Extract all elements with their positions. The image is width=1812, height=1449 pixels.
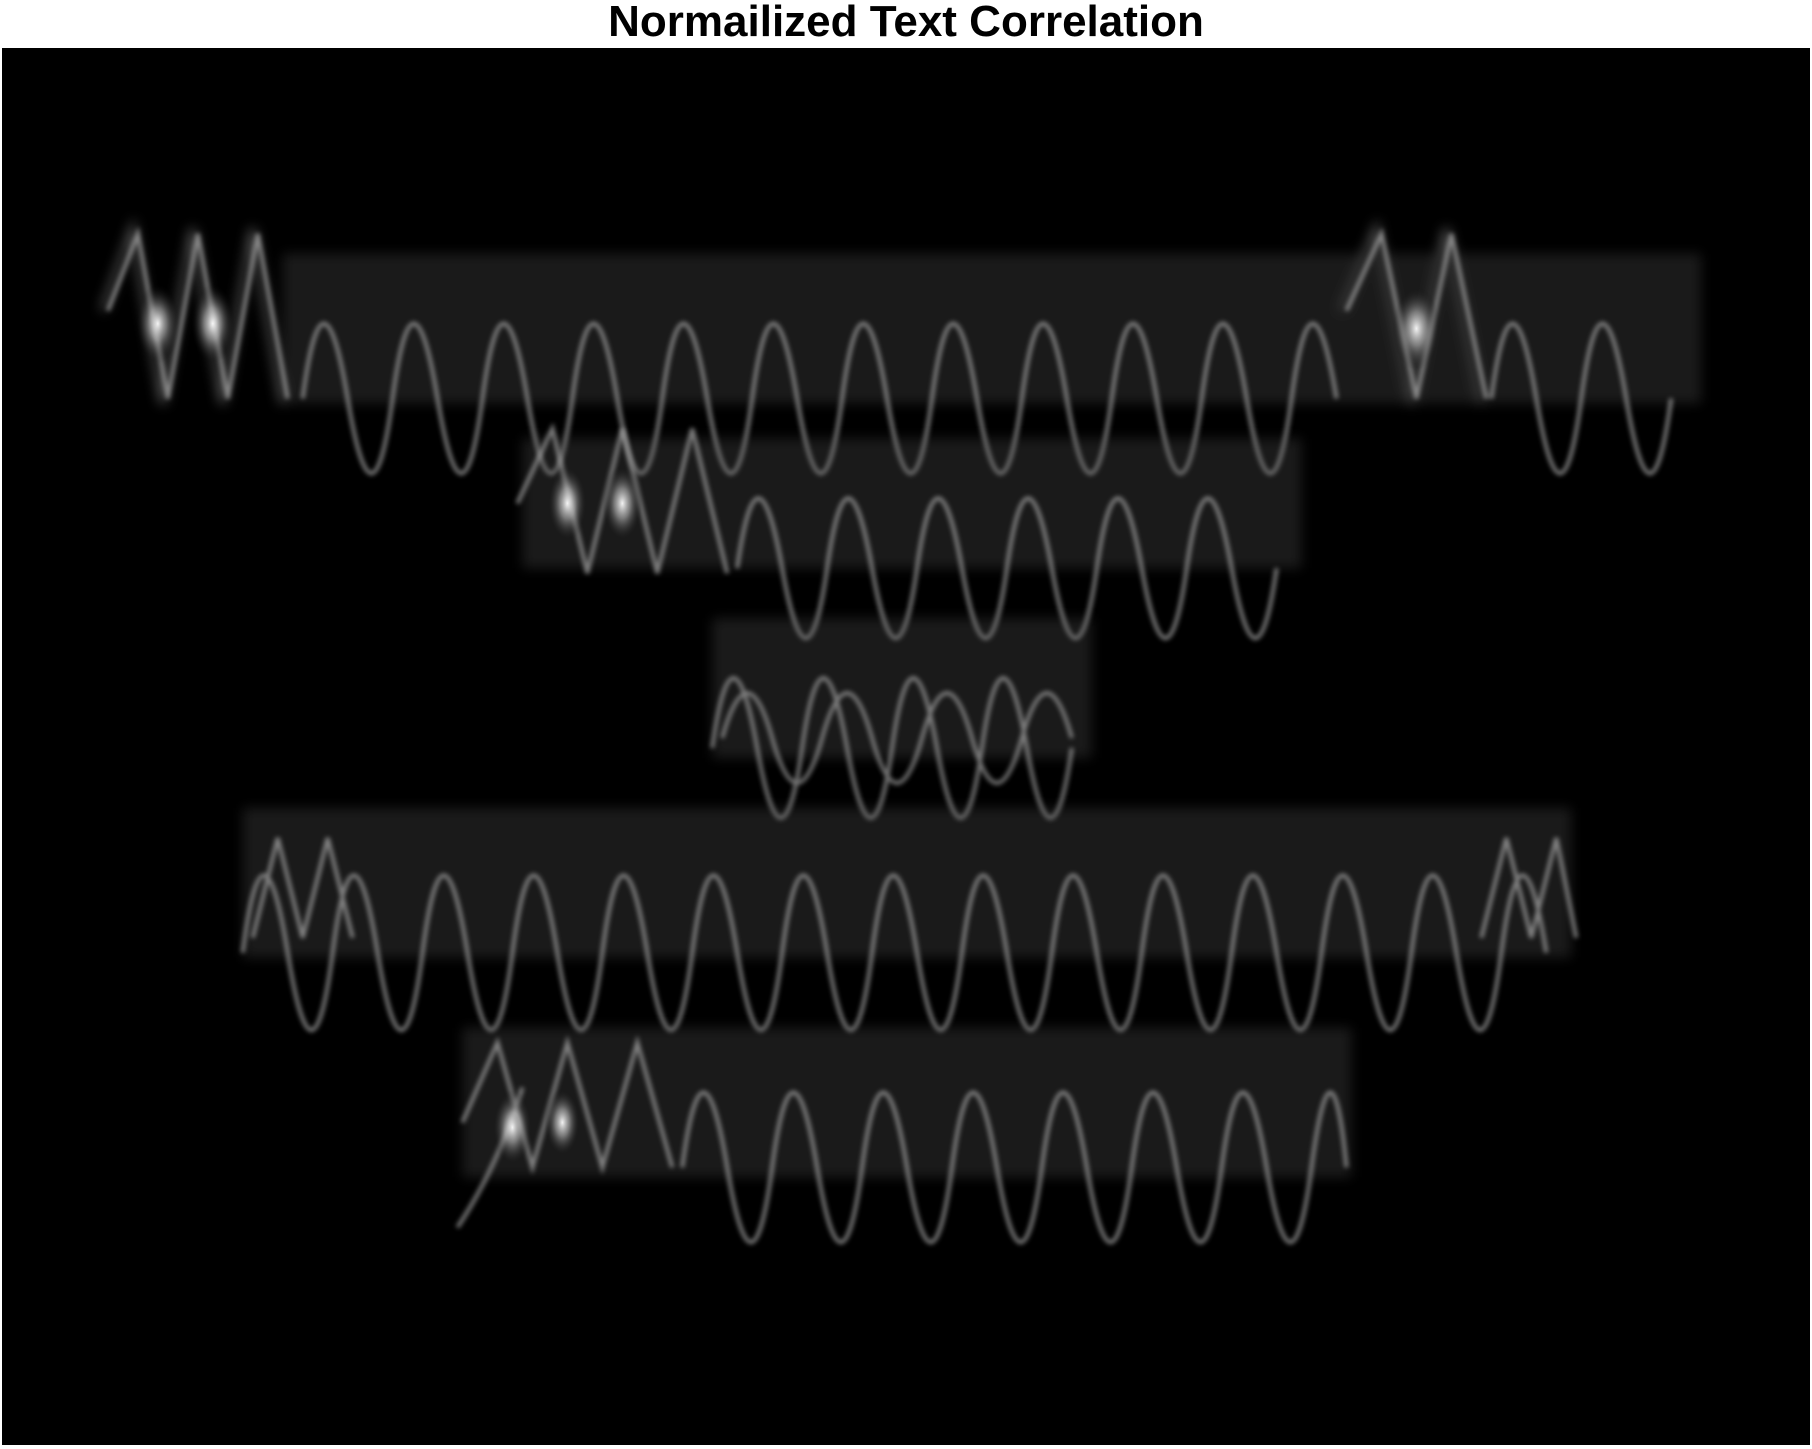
correlation-image [100, 217, 1702, 1244]
correlation-line-2 [515, 422, 1302, 640]
correlation-line-4 [240, 807, 1579, 1032]
correlation-image-axes [2, 48, 1810, 1445]
figure-title: Normailized Text Correlation [608, 0, 1204, 46]
correlation-line-3 [710, 618, 1092, 820]
correlation-line-5 [455, 1027, 1352, 1244]
correlation-line-1 [100, 217, 1702, 476]
